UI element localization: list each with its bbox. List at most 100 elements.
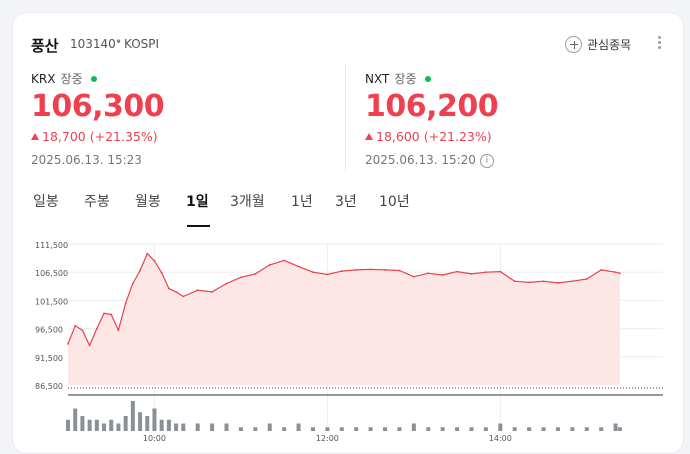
tab-daily[interactable]: 일봉 (33, 194, 59, 210)
volume-bar (181, 423, 186, 431)
volume-bar (570, 427, 575, 431)
x-tick-label: 10:00 (143, 434, 166, 443)
tab-3years[interactable]: 3년 (335, 194, 357, 210)
stock-name[interactable]: 풍산 (31, 37, 59, 55)
price-point (153, 260, 156, 262)
tab-1year[interactable]: 1년 (291, 194, 313, 210)
krx-header: KRX 장중 (31, 68, 97, 87)
volume-bar (159, 419, 164, 431)
volume-bar (541, 427, 546, 431)
volume-bar (617, 427, 622, 431)
volume-bar (354, 427, 359, 431)
volume-bar (166, 419, 171, 431)
y-tick-label: 111,500 (35, 241, 68, 250)
volume-bar (152, 408, 157, 431)
nxt-change-value: 18,600 (376, 129, 420, 144)
volume-bar (426, 427, 431, 431)
y-tick-label: 96,500 (35, 326, 63, 335)
krx-label: KRX (31, 72, 56, 86)
krx-status: 장중 (60, 72, 83, 86)
market-name: KOSPI (124, 37, 160, 51)
price-point (557, 282, 559, 284)
price-point (297, 265, 300, 268)
price-point (240, 276, 242, 279)
add-watchlist-button[interactable]: 관심종목 (565, 32, 631, 56)
volume-bar (66, 419, 70, 431)
price-point (146, 252, 149, 255)
price-point (326, 273, 329, 276)
volume-bar (455, 427, 460, 431)
y-tick-label: 91,500 (35, 354, 63, 363)
price-point (369, 268, 372, 271)
more-menu-icon[interactable] (656, 36, 662, 52)
price-point (441, 274, 444, 276)
price-point (110, 313, 113, 316)
y-tick-label: 106,500 (35, 269, 68, 278)
volume-bar (73, 408, 78, 431)
volume-bar (339, 427, 344, 431)
x-tick-label: 14:00 (489, 434, 512, 443)
volume-bar (310, 427, 315, 431)
tab-weekly[interactable]: 주봉 (84, 194, 110, 210)
nxt-status-dot (424, 75, 431, 82)
info-icon[interactable]: i (479, 153, 494, 168)
price-point (456, 270, 458, 273)
stock-card: 풍산 103140 • KOSPI 관심종목 KRX 장중 106,300 18… (12, 12, 684, 454)
price-point (470, 272, 473, 275)
volume-bar (599, 427, 604, 431)
tab-monthly[interactable]: 월봉 (135, 194, 161, 210)
nxt-change-pct: (+21.23%) (423, 129, 492, 144)
volume-bar (130, 401, 135, 431)
volume-bar (397, 427, 402, 431)
volume-bar (527, 427, 532, 431)
x-tick-label: 12:00 (316, 434, 339, 443)
volume-bar (123, 416, 128, 431)
price-point (499, 270, 502, 273)
plus-circle-icon (565, 35, 582, 53)
price-point (384, 269, 386, 271)
nxt-change: 18,600 (+21.23%) (365, 129, 492, 144)
volume-bar (174, 423, 179, 431)
volume-bar (282, 427, 287, 431)
nxt-price: 106,200 (365, 89, 499, 124)
volume-bar (145, 416, 150, 431)
volume-bar (368, 427, 373, 431)
volume-bar (383, 427, 388, 431)
nxt-label: NXT (365, 72, 390, 86)
price-point (619, 272, 621, 275)
price-point (160, 271, 163, 274)
volume-bar (267, 423, 272, 431)
price-point (196, 289, 199, 292)
price-point (340, 270, 343, 272)
price-point (600, 269, 603, 271)
volume-bar (238, 427, 243, 431)
price-point (484, 271, 487, 274)
volume-bar (116, 423, 121, 431)
krx-status-dot (90, 75, 97, 82)
price-point (124, 302, 127, 305)
price-point (95, 327, 98, 330)
volume-bar (440, 427, 445, 431)
volume-bar (555, 427, 560, 431)
krx-price: 106,300 (31, 89, 165, 124)
tab-1day[interactable]: 1일 (186, 194, 209, 210)
krx-time: 2025.06.13. 15:23 (31, 153, 142, 167)
volume-bar (325, 427, 330, 431)
volume-bar (483, 427, 488, 431)
nxt-time: 2025.06.13. 15:20 i (365, 153, 494, 168)
price-point (268, 263, 271, 266)
volume-bar (411, 423, 416, 431)
volume-bar (224, 423, 229, 431)
price-point (74, 324, 77, 327)
price-area (68, 253, 620, 385)
watchlist-label: 관심종목 (587, 37, 632, 52)
up-triangle-icon (31, 133, 39, 140)
volume-bar (138, 412, 143, 431)
intraday-chart[interactable]: 111,500 106,500 101,500 96,500 91,500 86,500 1… (13, 13, 683, 453)
price-point (355, 269, 358, 271)
price-point (513, 280, 516, 283)
tab-3months[interactable]: 3개월 (230, 194, 265, 210)
tab-10years[interactable]: 10년 (379, 194, 410, 210)
price-point (427, 272, 430, 275)
krx-change-value: 18,700 (42, 129, 86, 144)
